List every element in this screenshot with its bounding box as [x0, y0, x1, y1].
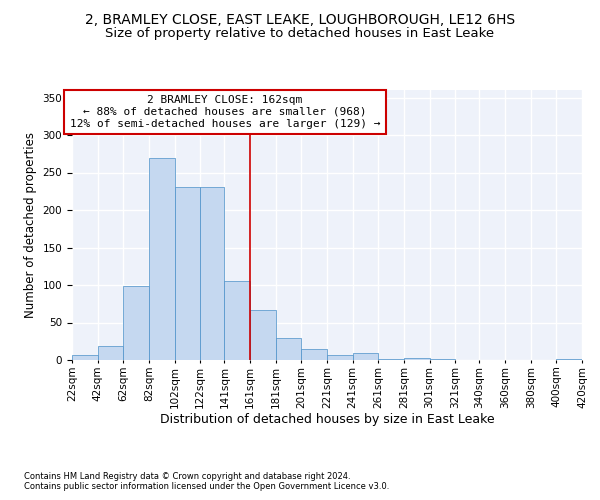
Bar — [556, 358, 582, 360]
Bar — [301, 349, 327, 360]
Bar — [378, 358, 404, 360]
Text: Contains public sector information licensed under the Open Government Licence v3: Contains public sector information licen… — [24, 482, 389, 491]
Text: Size of property relative to detached houses in East Leake: Size of property relative to detached ho… — [106, 28, 494, 40]
Bar — [430, 358, 455, 360]
Bar — [276, 338, 301, 360]
Bar — [149, 158, 175, 360]
Bar — [404, 358, 430, 360]
Bar — [224, 281, 250, 360]
Text: 2 BRAMLEY CLOSE: 162sqm
← 88% of detached houses are smaller (968)
12% of semi-d: 2 BRAMLEY CLOSE: 162sqm ← 88% of detache… — [70, 96, 380, 128]
Text: Contains HM Land Registry data © Crown copyright and database right 2024.: Contains HM Land Registry data © Crown c… — [24, 472, 350, 481]
Bar — [327, 355, 353, 360]
Bar — [72, 355, 98, 360]
Bar — [123, 286, 149, 360]
Y-axis label: Number of detached properties: Number of detached properties — [24, 132, 37, 318]
Bar — [353, 352, 378, 360]
X-axis label: Distribution of detached houses by size in East Leake: Distribution of detached houses by size … — [160, 413, 494, 426]
Text: 2, BRAMLEY CLOSE, EAST LEAKE, LOUGHBOROUGH, LE12 6HS: 2, BRAMLEY CLOSE, EAST LEAKE, LOUGHBOROU… — [85, 12, 515, 26]
Bar — [200, 186, 224, 360]
Bar — [175, 186, 200, 360]
Bar — [98, 346, 123, 360]
Bar — [250, 310, 276, 360]
